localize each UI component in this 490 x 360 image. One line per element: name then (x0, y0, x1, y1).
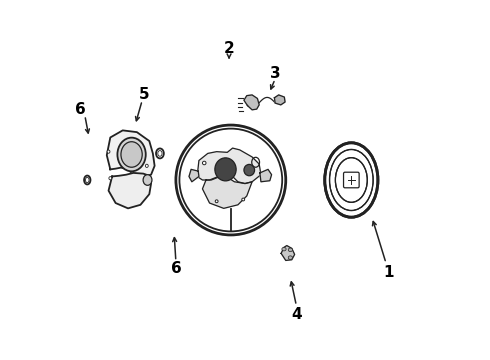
Polygon shape (244, 95, 259, 110)
Text: 6: 6 (75, 102, 86, 117)
Polygon shape (260, 169, 271, 182)
Polygon shape (202, 177, 252, 208)
Ellipse shape (215, 158, 236, 181)
Ellipse shape (244, 165, 255, 176)
Polygon shape (197, 148, 261, 184)
Ellipse shape (215, 200, 218, 203)
Ellipse shape (143, 175, 152, 185)
Text: 4: 4 (291, 307, 302, 322)
Ellipse shape (107, 150, 110, 153)
Ellipse shape (282, 247, 286, 251)
Text: 2: 2 (223, 41, 234, 57)
Ellipse shape (109, 177, 112, 180)
Text: 3: 3 (270, 66, 280, 81)
Text: 1: 1 (383, 265, 394, 280)
Polygon shape (281, 246, 294, 260)
Polygon shape (109, 173, 151, 208)
Text: 5: 5 (139, 87, 149, 103)
Ellipse shape (202, 161, 206, 165)
Polygon shape (274, 95, 285, 105)
Ellipse shape (156, 148, 164, 158)
Ellipse shape (288, 256, 293, 260)
Ellipse shape (146, 164, 148, 167)
Ellipse shape (242, 198, 245, 201)
Ellipse shape (121, 142, 142, 167)
Polygon shape (189, 169, 199, 182)
Ellipse shape (325, 143, 378, 217)
Polygon shape (107, 130, 155, 176)
Ellipse shape (84, 176, 91, 184)
Ellipse shape (288, 248, 293, 252)
Ellipse shape (118, 138, 146, 171)
Text: 6: 6 (171, 261, 181, 276)
